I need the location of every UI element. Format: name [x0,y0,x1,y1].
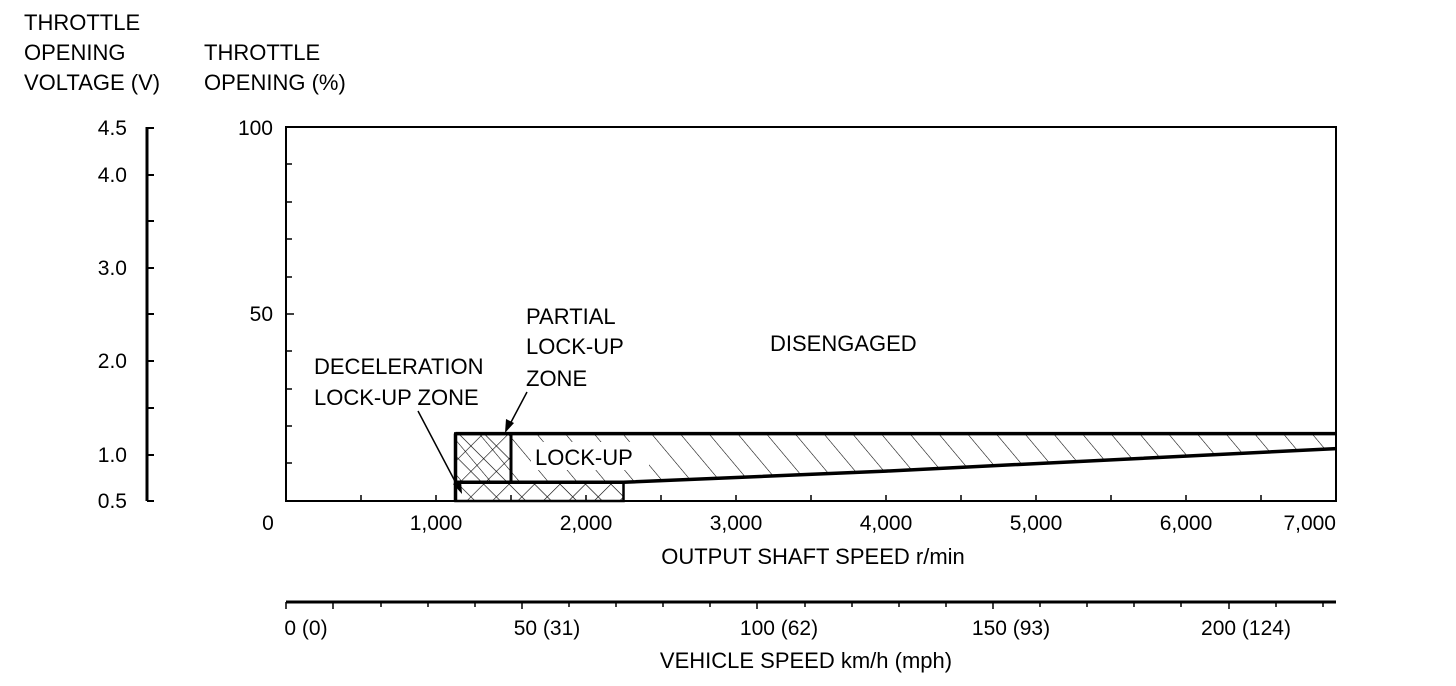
throttle-tick-label: 50 [250,303,273,326]
partial-lockup-label-2: LOCK-UP [526,334,624,359]
speed-axis-label: OUTPUT SHAFT SPEED r/min [661,544,965,569]
vehicle-speed-tick-label: 0 (0) [284,617,327,640]
vehicle-speed-axis-label: VEHICLE SPEED km/h (mph) [660,648,952,673]
deceleration-arrowhead [453,480,462,494]
partial-lockup-zone [454,432,513,484]
speed-tick-label: 3,000 [710,512,763,535]
throttle-axis-title-1: THROTTLE [204,40,320,65]
partial-lockup-arrowhead [505,419,514,433]
deceleration-leader [417,410,459,488]
speed-tick-label: 4,000 [860,512,913,535]
voltage-minor-ticks [147,220,154,409]
vehicle-speed-tick-label: 100 (62) [740,617,818,640]
lockup-label: LOCK-UP [535,445,633,470]
throttle-ticks [286,163,294,464]
vehicle-speed-tick-label: 200 (124) [1201,617,1291,640]
vehicle-speed-tick-label: 50 (31) [514,617,581,640]
lockup-lower-boundary [455,446,1337,485]
partial-lockup-leader [508,391,528,427]
voltage-tick-label: 1.0 [98,444,127,467]
throttle-axis-title-2: OPENING (%) [204,70,346,95]
lockup-zone-area [455,433,1336,483]
speed-tick-label: 2,000 [560,512,613,535]
throttle-tick-label: 100 [238,117,273,140]
disengaged-label: DISENGAGED [770,331,917,356]
voltage-tick-label: 2.0 [98,350,127,373]
partial-lockup-label-3: ZONE [526,366,587,391]
partial-lockup-label-1: PARTIAL [526,304,616,329]
voltage-axis-title-3: VOLTAGE (V) [24,70,160,95]
voltage-axis-title-1: THROTTLE [24,10,140,35]
vehicle-speed-tick-label: 150 (93) [972,617,1050,640]
deceleration-label-1: DECELERATION [314,354,484,379]
lockup-label-backdrop [531,442,649,470]
voltage-tick-label: 3.0 [98,257,127,280]
deceleration-label-2: LOCK-UP ZONE [314,385,479,410]
voltage-tick-label: 4.0 [98,164,127,187]
speed-tick-label: 7,000 [1283,512,1336,535]
deceleration-lockup-zone [454,481,625,503]
vehicle-speed-ticks [285,602,1324,609]
voltage-axis-title-2: OPENING [24,40,125,65]
throttle-tick-label: 0 [262,512,274,535]
speed-tick-label: 6,000 [1160,512,1213,535]
speed-tick-label: 5,000 [1010,512,1063,535]
voltage-tick-label: 4.5 [98,117,127,140]
speed-tick-label: 1,000 [410,512,463,535]
voltage-major-ticks [147,127,154,502]
voltage-tick-label: 0.5 [98,490,127,513]
